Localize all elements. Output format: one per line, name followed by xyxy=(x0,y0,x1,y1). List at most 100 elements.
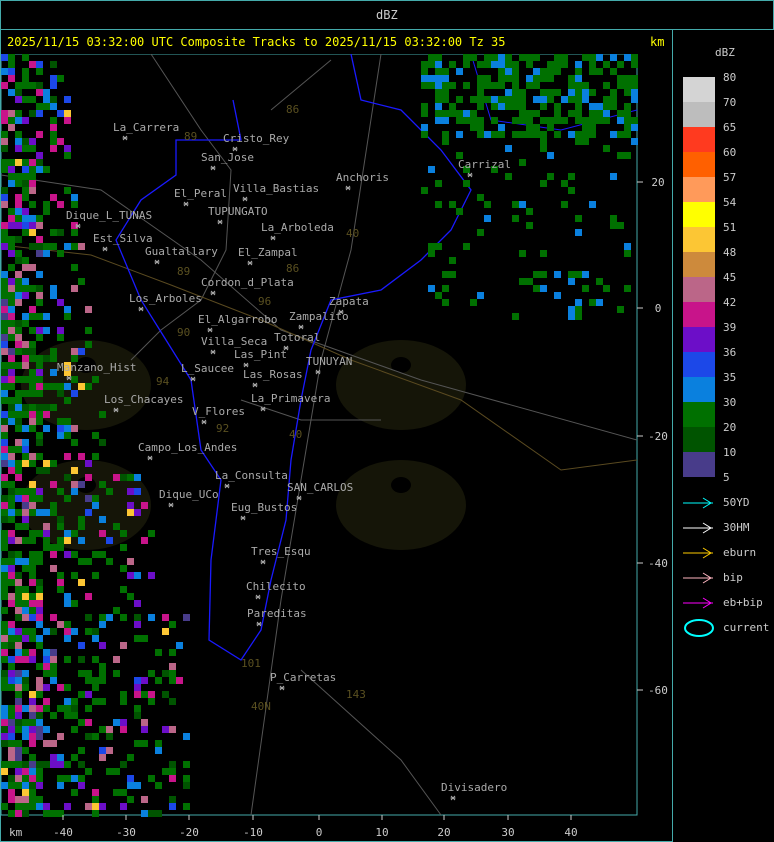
radar-cell xyxy=(526,54,533,61)
radar-cell xyxy=(57,579,64,586)
radar-cell xyxy=(519,159,526,166)
radar-cell xyxy=(36,250,43,257)
radar-cell xyxy=(568,313,575,320)
radar-cell xyxy=(36,607,43,614)
radar-cell xyxy=(50,145,57,152)
radar-cell xyxy=(169,775,176,782)
route-number: 86 xyxy=(286,262,299,275)
radar-cell xyxy=(15,131,22,138)
radar-cell xyxy=(526,208,533,215)
radar-cell xyxy=(57,418,64,425)
radar-cell xyxy=(71,285,78,292)
radar-cell xyxy=(1,82,8,89)
radar-cell xyxy=(1,411,8,418)
radar-cell xyxy=(1,677,8,684)
x-tick-label: 30 xyxy=(501,826,514,839)
radar-cell xyxy=(540,103,547,110)
radar-cell xyxy=(617,117,624,124)
radar-cell xyxy=(29,425,36,432)
radar-cell xyxy=(8,782,15,789)
radar-cell xyxy=(1,362,8,369)
radar-cell xyxy=(617,306,624,313)
radar-cell xyxy=(57,334,64,341)
track-arrow-icon xyxy=(683,597,713,609)
town-label: V_Flores xyxy=(192,405,245,418)
radar-cell xyxy=(29,572,36,579)
radar-cell xyxy=(582,82,589,89)
radar-cell xyxy=(22,558,29,565)
legend-value: 54 xyxy=(723,196,737,209)
radar-cell xyxy=(162,614,169,621)
radar-cell xyxy=(183,733,190,740)
radar-cell xyxy=(1,558,8,565)
radar-cell xyxy=(1,194,8,201)
radar-cell xyxy=(57,523,64,530)
radar-cell xyxy=(498,103,505,110)
legend-swatch xyxy=(683,102,715,127)
radar-cell xyxy=(134,677,141,684)
radar-cell xyxy=(624,75,631,82)
radar-cell xyxy=(8,481,15,488)
radar-cell xyxy=(8,719,15,726)
radar-cell xyxy=(624,54,631,61)
legend-value: 45 xyxy=(723,271,737,284)
radar-cell xyxy=(29,635,36,642)
radar-cell xyxy=(22,362,29,369)
radar-cell xyxy=(491,96,498,103)
town-label: La_Primavera xyxy=(251,392,330,405)
road-line xyxy=(130,54,232,361)
legend-value: 60 xyxy=(723,146,737,159)
radar-cell xyxy=(99,726,106,733)
radar-cell xyxy=(22,278,29,285)
radar-cell xyxy=(169,796,176,803)
radar-cell xyxy=(456,131,463,138)
radar-cell xyxy=(1,306,8,313)
department-boundary xyxy=(115,54,472,661)
radar-cell xyxy=(8,355,15,362)
radar-cell xyxy=(29,775,36,782)
radar-cell xyxy=(183,614,190,621)
radar-cell xyxy=(29,551,36,558)
town-label: Zapata xyxy=(329,295,369,308)
radar-cell xyxy=(29,705,36,712)
radar-cell xyxy=(477,75,484,82)
radar-cell xyxy=(533,271,540,278)
radar-cell xyxy=(29,761,36,768)
radar-cell xyxy=(1,313,8,320)
radar-cell xyxy=(43,250,50,257)
radar-cell xyxy=(29,579,36,586)
radar-cell xyxy=(526,222,533,229)
radar-cell xyxy=(624,82,631,89)
radar-cell xyxy=(92,733,99,740)
radar-cell xyxy=(624,285,631,292)
radar-cell xyxy=(491,82,498,89)
radar-cell xyxy=(1,656,8,663)
town-label: San_Jose xyxy=(201,151,254,164)
radar-cell xyxy=(29,138,36,145)
radar-cell xyxy=(127,488,134,495)
radar-cell xyxy=(22,796,29,803)
radar-cell xyxy=(15,796,22,803)
radar-cell xyxy=(99,747,106,754)
radar-cell xyxy=(29,215,36,222)
legend-value: 20 xyxy=(723,421,737,434)
dacc-watermark-logo xyxy=(336,460,466,550)
radar-cell xyxy=(43,509,50,516)
radar-cell xyxy=(64,803,71,810)
radar-cell xyxy=(449,201,456,208)
radar-cell xyxy=(15,649,22,656)
track-label: 50YD xyxy=(723,496,750,509)
radar-cell xyxy=(8,502,15,509)
radar-map[interactable]: La_Carrera Cristo_Rey San_Jose El_Peral Vill… xyxy=(1,54,672,841)
town-marker-icon xyxy=(298,324,304,330)
radar-cell xyxy=(29,656,36,663)
radar-cell xyxy=(477,124,484,131)
radar-cell xyxy=(120,586,127,593)
radar-cell xyxy=(8,117,15,124)
radar-cell xyxy=(610,173,617,180)
town-marker-icon xyxy=(210,165,216,171)
town-marker-icon xyxy=(183,201,189,207)
radar-cell xyxy=(624,131,631,138)
radar-cell xyxy=(8,572,15,579)
radar-cell xyxy=(547,152,554,159)
